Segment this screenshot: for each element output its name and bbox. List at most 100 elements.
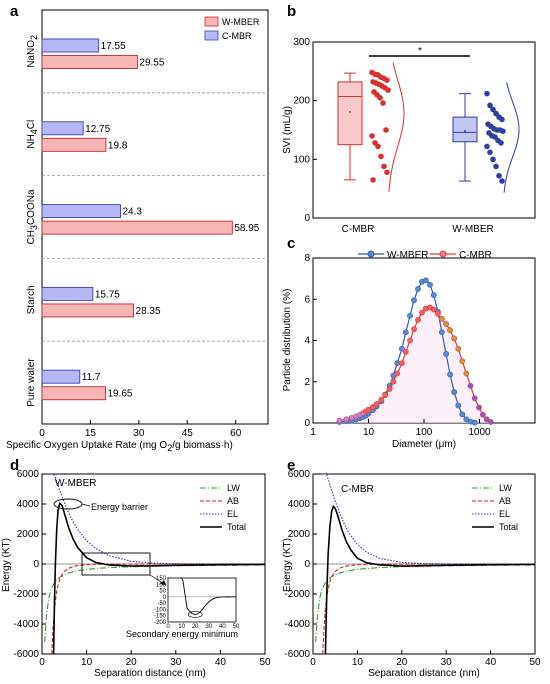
inset-y-tick-label: 0 [163,595,167,601]
inset-y-tick-label: -200 [154,620,167,626]
inset-y-tick-label: -150 [154,614,167,620]
mean-marker [464,130,466,133]
bar-value-label: 19.8 [108,140,128,151]
data-point [496,172,502,179]
category-label: Starch [26,285,37,314]
y-tick-label: 100 [293,154,310,165]
inset-frame [167,577,237,623]
data-point [336,417,343,424]
y-tick-label: -4000 [284,619,310,630]
x-tick-label: 100 [416,427,433,438]
x-tick-label: 40 [485,657,497,668]
legend-label: AB [227,496,239,506]
bar-value-label: 19.65 [107,389,132,400]
legend-marker-c-mbr [439,250,447,258]
data-point [479,411,486,418]
data-point [411,297,417,304]
inset-x-tick-label: 20 [192,624,199,630]
data-point [369,133,375,139]
data-point [384,169,390,176]
data-point [377,94,383,101]
legend-label: Total [227,522,246,532]
panel-c-ylabel: Particle distribution (%) [282,289,293,392]
series-line-lw [44,564,265,643]
x-tick-label: 40 [215,657,227,668]
legend-label: EL [227,509,238,519]
data-point [498,140,504,146]
x-tick-label: 0 [310,657,316,668]
data-point [490,156,496,163]
x-tick-label: 0 [39,428,45,439]
data-point [378,396,385,403]
data-point [419,309,425,316]
data-point [415,316,421,323]
data-point [386,386,393,392]
energy-barrier-leader [81,503,91,507]
panel-a-legend: W-MBER C-MBR [204,16,260,41]
inset-y-tick-label: 50 [159,589,166,595]
legend-label: Total [499,522,518,532]
data-point [438,329,445,336]
bar-value-label: 28.35 [136,306,161,317]
x-tick-label: 10 [363,427,375,438]
x-tick-label: 45 [182,428,194,439]
x-tick-label: 0 [39,657,45,668]
data-point [373,401,380,407]
energy-barrier-marker [53,498,83,510]
data-point [411,326,417,333]
panel-b-ylabel: SVI (mL/g) [282,106,293,154]
panel-b-frame [312,41,536,219]
bar-w-mber [41,137,107,152]
data-point [487,149,493,156]
data-point [476,404,482,411]
category-label: NH4Cl [26,120,39,149]
y-tick-label: 2 [304,377,310,388]
y-tick-label: 0 [33,559,39,570]
legend-label: AB [499,496,511,506]
panel-label-a: a [10,3,19,20]
series-line-ab [322,563,535,654]
y-tick-label: 0 [304,418,310,429]
data-point [385,87,391,93]
panel-a-xlabel: Specific Oxygen Uptake Rate (mg O2/g bio… [6,440,233,453]
density-curve [388,62,405,192]
x-category-label: C-MBR [342,224,375,235]
secondary-minimum-marker [187,611,203,618]
data-point [451,335,458,342]
data-point [484,90,490,97]
data-point [499,178,505,184]
series-line-total [324,504,535,654]
legend-label-w-mber-c: W-MBER [387,250,428,261]
y-tick-label: -2000 [284,589,310,600]
panel-c-xlabel: Diameter (μm) [392,439,456,450]
x-tick-label: 20 [396,657,408,668]
panel-label-c: c [287,235,295,252]
data-point [487,102,493,109]
data-point [447,371,453,378]
y-tick-label: -6000 [284,649,310,660]
series-line-el [50,474,265,565]
y-tick-label: 0 [304,559,310,570]
data-point [447,327,453,334]
zoom-box [81,552,151,576]
category-label: NaNO2 [26,35,39,68]
y-tick-label: 6 [304,294,310,305]
mean-marker [349,110,351,113]
panel-c: c 1 10 100 1000 0 2 4 6 8 W-MBER C-MBR Diameter … [282,235,536,450]
legend-label-w-mber: W-MBER [222,17,260,27]
data-point [407,312,413,319]
x-tick-label: 10 [81,657,93,668]
data-point [427,281,433,288]
data-point [383,127,389,133]
y-tick-label: -4000 [13,619,39,630]
data-point [455,402,462,409]
data-point [487,419,494,425]
panel-e-title: C-MBR [341,484,374,495]
data-point [443,351,449,357]
bar-w-mber [41,303,134,318]
legend-label-c-mbr: C-MBR [222,31,252,41]
inset-y-tick-label: 100 [156,582,167,588]
data-point [430,292,437,299]
legend-label-c-mbr-c: C-MBR [459,250,492,261]
